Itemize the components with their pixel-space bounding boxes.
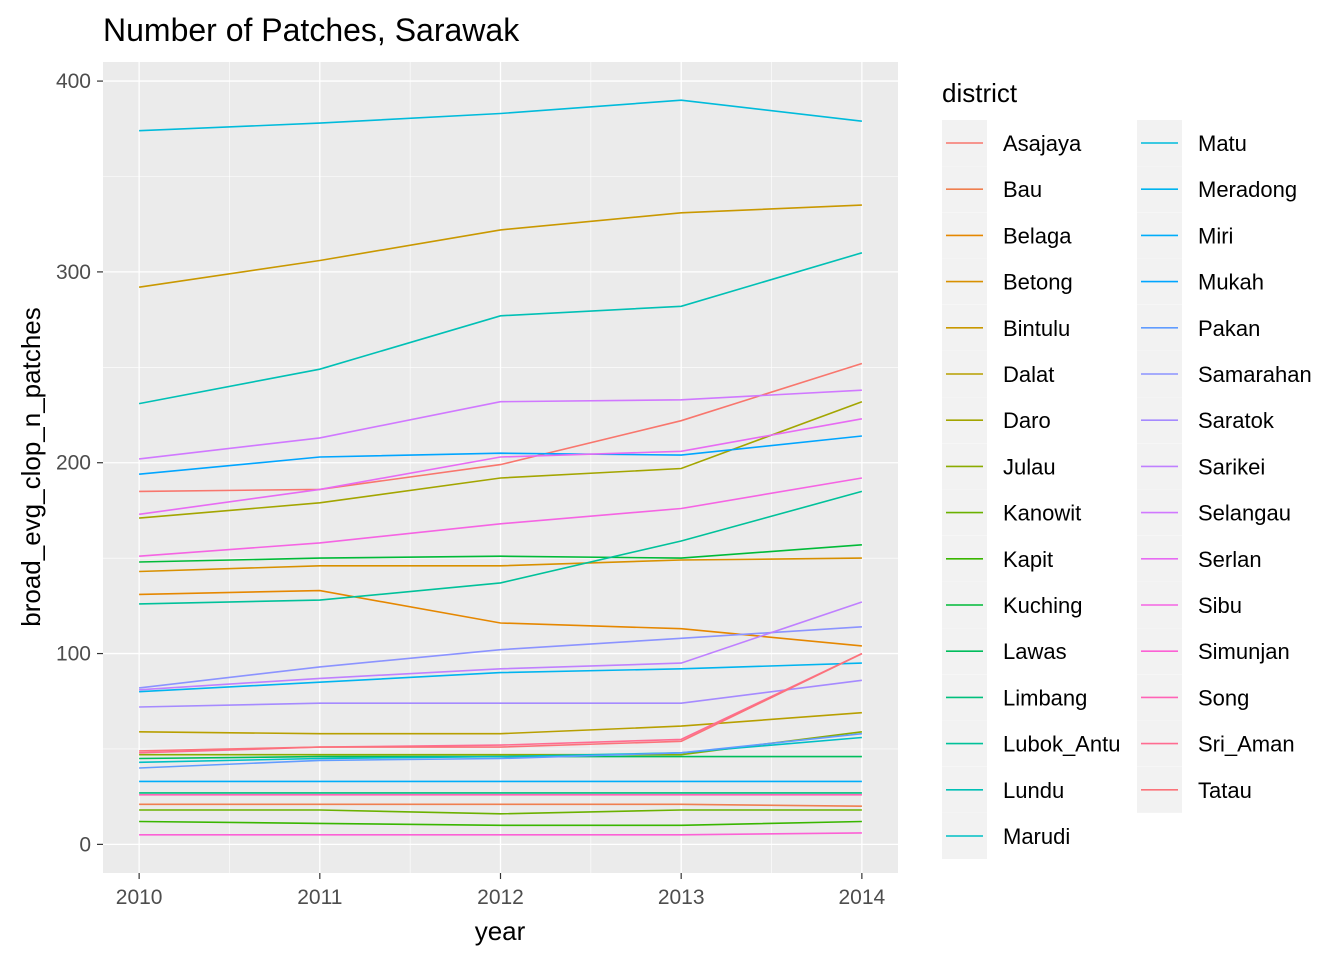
legend-label: Meradong xyxy=(1198,177,1297,202)
legend-label: Bau xyxy=(1003,177,1042,202)
series-line-mukah xyxy=(139,435,862,475)
legend-label: Kuching xyxy=(1003,593,1083,618)
series-line-saratok xyxy=(139,679,863,708)
series-line-asajaya xyxy=(139,362,863,493)
legend-label: Sarikei xyxy=(1198,454,1265,479)
legend-label: Kapit xyxy=(1003,547,1053,572)
series-line-samarahan xyxy=(139,626,862,689)
series-line-serlan xyxy=(138,418,863,516)
series-line-betong xyxy=(139,557,862,573)
legend-label: Belaga xyxy=(1003,223,1072,248)
legend-label: Bintulu xyxy=(1003,316,1070,341)
legend-label: Asajaya xyxy=(1003,131,1082,156)
series-line-lubok-antu xyxy=(139,490,863,605)
chart-title: Number of Patches, Sarawak xyxy=(103,12,520,48)
legend-label: Miri xyxy=(1198,223,1233,248)
y-tick-label: 100 xyxy=(56,643,91,666)
y-axis-title: broad_evg_clop_n_patches xyxy=(16,307,46,626)
legend-label: Saratok xyxy=(1198,408,1275,433)
legend-label: Sri_Aman xyxy=(1198,732,1295,757)
series-line-kapit xyxy=(139,820,862,827)
series-line-kuching xyxy=(139,544,862,563)
legend-label: Kanowit xyxy=(1003,501,1081,526)
legend-label: Lubok_Antu xyxy=(1003,732,1120,757)
legend-label: Julau xyxy=(1003,454,1056,479)
legend-label: Marudi xyxy=(1003,824,1070,849)
legend-label: Tatau xyxy=(1198,778,1252,803)
legend-label: Betong xyxy=(1003,270,1073,295)
series-line-dalat xyxy=(139,711,862,735)
series-lines xyxy=(138,99,863,836)
legend-label: Lawas xyxy=(1003,639,1067,664)
series-line-bintulu xyxy=(138,204,862,288)
series-line-marudi xyxy=(139,736,862,764)
legend-label: Matu xyxy=(1198,131,1247,156)
series-line-selangau xyxy=(139,389,862,460)
series-line-sarikei xyxy=(139,601,863,691)
legend-label: Simunjan xyxy=(1198,639,1290,664)
legend-label: Sibu xyxy=(1198,593,1242,618)
series-line-kanowit xyxy=(139,809,862,815)
legend-label: Limbang xyxy=(1003,685,1087,710)
y-tick-label: 400 xyxy=(56,70,91,93)
series-line-sibu xyxy=(139,477,863,557)
legend-label: Selangau xyxy=(1198,501,1291,526)
legend-label: Samarahan xyxy=(1198,362,1312,387)
series-line-tatau xyxy=(139,652,863,752)
major-gridlines xyxy=(103,62,898,873)
y-tick-label: 200 xyxy=(56,452,91,475)
series-line-pakan xyxy=(139,732,862,769)
x-axis-title: year xyxy=(475,916,526,946)
x-axis: 2010 2011 2012 2013 2014 xyxy=(116,873,886,909)
legend-label: Dalat xyxy=(1003,362,1054,387)
series-line-daro xyxy=(139,400,863,519)
x-tick-label: 2014 xyxy=(839,886,886,909)
series-line-bau xyxy=(139,803,862,807)
series-line-matu xyxy=(139,99,862,132)
legend: district Asajaya Bau Belaga Betong Bintulu Da… xyxy=(942,78,1312,859)
x-tick-label: 2012 xyxy=(477,886,524,909)
x-tick-label: 2010 xyxy=(116,886,163,909)
y-tick-label: 300 xyxy=(56,261,91,284)
legend-title: district xyxy=(942,78,1018,108)
x-tick-label: 2013 xyxy=(658,886,705,909)
y-tick-label: 0 xyxy=(79,833,91,856)
legend-label: Serlan xyxy=(1198,547,1262,572)
legend-label: Daro xyxy=(1003,408,1051,433)
series-line-meradong xyxy=(139,662,862,693)
legend-label: Pakan xyxy=(1198,316,1260,341)
legend-label: Mukah xyxy=(1198,270,1264,295)
x-tick-label: 2011 xyxy=(297,886,342,909)
series-line-simunjan xyxy=(139,832,862,836)
legend-label: Lundu xyxy=(1003,778,1064,803)
series-line-lundu xyxy=(138,252,863,405)
y-axis: 0 100 200 300 400 xyxy=(56,70,103,856)
legend-label: Song xyxy=(1198,685,1249,710)
